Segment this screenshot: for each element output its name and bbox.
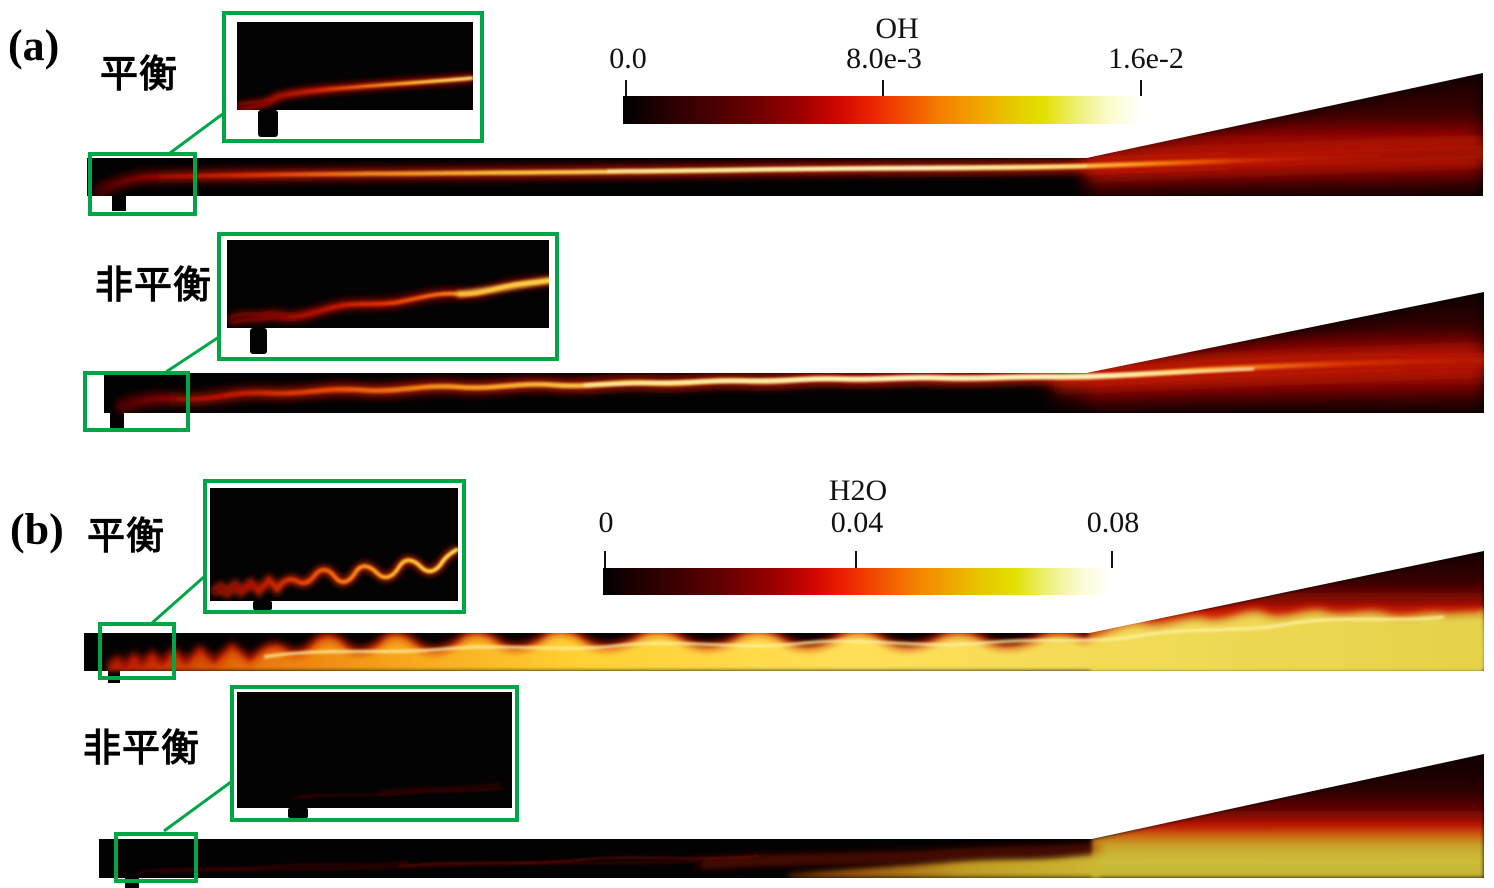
contour-strip-h2o-nonequilibrium bbox=[99, 754, 1484, 888]
inset-b1-injector bbox=[253, 601, 272, 610]
inset-oh-equilibrium bbox=[222, 11, 484, 143]
injector-a2 bbox=[110, 412, 124, 430]
h2o-colorbar-tick-max bbox=[1111, 551, 1113, 568]
oh-colorbar-gradient bbox=[623, 96, 1142, 124]
h2o-colorbar-tick-mid bbox=[855, 551, 857, 568]
contour-strip-h2o-equilibrium bbox=[84, 551, 1484, 683]
oh-colorbar-tick-mid bbox=[882, 80, 884, 97]
h2o-colorbar-tick-label-mid: 0.04 bbox=[830, 506, 884, 539]
oh-colorbar-tick-label-min: 0.0 bbox=[609, 42, 647, 75]
inset-b2-injector bbox=[288, 808, 308, 818]
oh-colorbar-tick-min bbox=[625, 80, 627, 97]
panel-a-row2-label: 非平衡 bbox=[95, 263, 213, 307]
panel-a-tag: (a) bbox=[8, 21, 60, 70]
oh-colorbar-title: OH bbox=[875, 12, 919, 45]
panel-b-row1-label: 平衡 bbox=[87, 514, 166, 558]
flame-b1 bbox=[105, 551, 1484, 671]
oh-colorbar-tick-label-max: 1.6e-2 bbox=[1108, 42, 1184, 75]
panel-b-row2-label: 非平衡 bbox=[83, 726, 201, 770]
oh-colorbar-tick-max bbox=[1140, 80, 1142, 97]
zoom-region-box-a2 bbox=[83, 371, 190, 432]
flame-b2 bbox=[138, 754, 1484, 878]
zoom-region-box-a1 bbox=[88, 152, 197, 216]
inset-h2o-nonequilibrium bbox=[230, 685, 519, 822]
h2o-colorbar-tick-label-min: 0 bbox=[598, 506, 614, 539]
zoom-region-box-b1 bbox=[98, 622, 176, 680]
inset-a2-injector bbox=[250, 328, 267, 354]
panel-b-tag: (b) bbox=[10, 505, 64, 554]
inset-h2o-equilibrium bbox=[203, 479, 466, 614]
h2o-colorbar-title: H2O bbox=[828, 474, 888, 507]
flame-a1 bbox=[92, 73, 1483, 199]
injector-a1 bbox=[112, 195, 126, 211]
contour-strip-oh-nonequilibrium bbox=[104, 292, 1484, 430]
h2o-colorbar-gradient bbox=[603, 568, 1110, 595]
contour-strip-oh-equilibrium bbox=[87, 73, 1483, 211]
h2o-colorbar-tick-min bbox=[604, 551, 606, 568]
h2o-colorbar-tick-label-max: 0.08 bbox=[1086, 506, 1140, 539]
zoom-region-box-b2 bbox=[114, 832, 198, 883]
flame-a2 bbox=[114, 292, 1484, 415]
inset-a1-injector bbox=[258, 110, 278, 137]
oh-colorbar-tick-label-mid: 8.0e-3 bbox=[846, 42, 922, 75]
panel-a-row1-label: 平衡 bbox=[100, 52, 179, 96]
inset-oh-nonequilibrium bbox=[217, 232, 559, 361]
